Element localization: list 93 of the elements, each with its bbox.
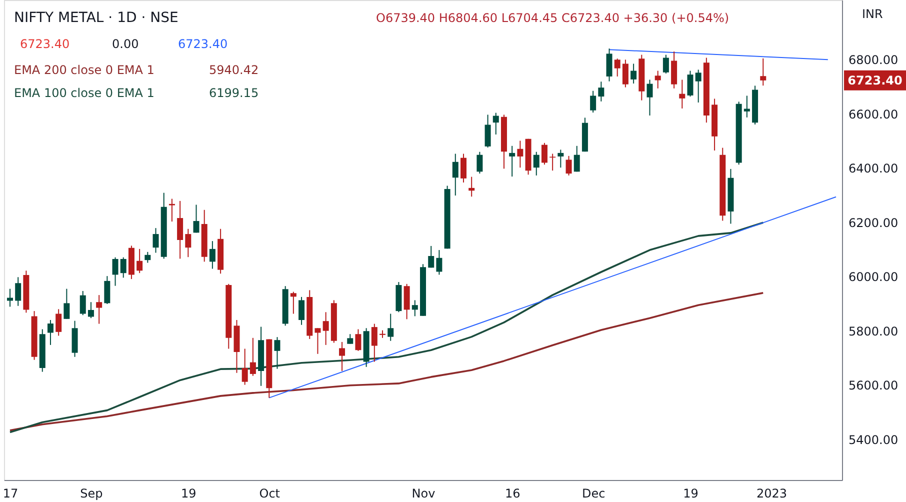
text: NIFTY METAL · 1D · NSE <box>14 10 178 26</box>
x-tick-label: Nov <box>412 486 436 500</box>
candlestick <box>314 328 321 354</box>
candlestick <box>468 176 475 198</box>
candlestick <box>209 240 216 270</box>
candlestick <box>56 308 62 336</box>
candlestick <box>687 70 694 98</box>
candlestick <box>322 312 329 346</box>
candlestick <box>590 90 596 114</box>
y-tick-label: 5400.00 <box>848 432 898 447</box>
candlestick <box>598 81 604 102</box>
candlestick <box>274 336 280 370</box>
y-tick-label: 6600.00 <box>848 107 898 122</box>
x-tick-label: 19 <box>683 486 698 500</box>
candlestick <box>136 248 143 274</box>
y-tick-label: 5600.00 <box>848 378 898 393</box>
annotation: 6199.15 <box>209 86 259 100</box>
candlestick <box>695 69 702 104</box>
annotation: 0.00 <box>112 37 139 51</box>
annotation: 5940.42 <box>209 63 259 77</box>
candlestick <box>355 328 362 352</box>
candlestick <box>476 151 483 174</box>
candlestick <box>428 245 434 268</box>
candlestick <box>679 79 686 109</box>
x-tick-label: 2023 <box>756 486 787 500</box>
candlestick <box>533 151 540 176</box>
candlestick <box>242 348 248 386</box>
x-tick-label: 16 <box>504 486 520 500</box>
candlestick <box>80 290 86 316</box>
candlestick <box>622 59 628 88</box>
candlestick <box>168 198 175 222</box>
candlestick <box>15 276 22 306</box>
line-series <box>9 222 764 434</box>
candlestick <box>88 302 94 319</box>
candlestick <box>144 251 151 264</box>
candlestick <box>566 155 572 176</box>
x-tick-label: Dec <box>582 486 606 500</box>
candlestick <box>630 63 637 84</box>
candlestick <box>517 140 524 168</box>
candlestick <box>484 114 491 148</box>
candlestick <box>744 95 750 118</box>
y-tick-label: 6200.00 <box>848 216 898 230</box>
candlestick <box>290 291 296 314</box>
text: O6739.40 H6804.60 L6704.45 C6723.40 +36.30 (+0.54%) <box>376 11 730 25</box>
line-series <box>9 292 764 432</box>
candlestick <box>558 149 564 168</box>
candlestick <box>509 145 516 178</box>
candlestick <box>104 276 110 304</box>
candlestick <box>339 341 346 372</box>
candlestick <box>371 323 378 362</box>
x-tick-label: 17 <box>2 486 18 500</box>
candlestick <box>193 204 200 234</box>
candlestick <box>404 283 410 320</box>
candlestick <box>541 142 548 166</box>
x-tick-label: 19 <box>181 486 196 500</box>
text: 6723.40 <box>848 73 902 88</box>
annotation: 6723.40 <box>178 37 228 51</box>
candlestick <box>112 256 118 286</box>
y-tick-label: 6800.00 <box>848 53 898 68</box>
y-axis-title: INR <box>862 7 883 21</box>
candlestick <box>606 48 612 82</box>
x-tick-label: Sep <box>80 486 103 500</box>
candlestick <box>574 145 580 172</box>
y-tick-label: 6000.00 <box>848 270 898 284</box>
candlestick <box>185 228 192 258</box>
candlestick <box>250 337 256 376</box>
candlestick <box>47 320 54 346</box>
candlestick <box>550 153 556 172</box>
candlestick <box>64 288 70 320</box>
candlestick <box>654 70 661 89</box>
candlestick <box>662 54 669 74</box>
y-tick-label: 6400.00 <box>848 162 898 176</box>
candlestick <box>760 58 766 86</box>
candlestick <box>347 334 354 344</box>
candlestick <box>152 228 159 254</box>
candlestick <box>96 294 102 324</box>
candlestick <box>614 58 620 77</box>
text: EMA 100 close 0 EMA 1 <box>14 86 154 100</box>
text: EMA 200 close 0 EMA 1 <box>14 63 154 77</box>
annotation: 6723.40 <box>20 37 70 51</box>
candlestick <box>492 112 499 136</box>
candlestick <box>646 79 653 116</box>
y-tick-label: 5800.00 <box>848 324 898 338</box>
candlestick <box>436 250 442 276</box>
candlestick <box>671 51 678 89</box>
candlestick <box>388 313 394 342</box>
candlestick <box>452 153 458 196</box>
candlestick <box>298 296 305 326</box>
x-tick-label: Oct <box>259 486 280 500</box>
candlestick <box>120 256 126 278</box>
candlestick <box>412 300 418 317</box>
candlestick <box>177 200 184 260</box>
candlestick <box>460 153 466 184</box>
